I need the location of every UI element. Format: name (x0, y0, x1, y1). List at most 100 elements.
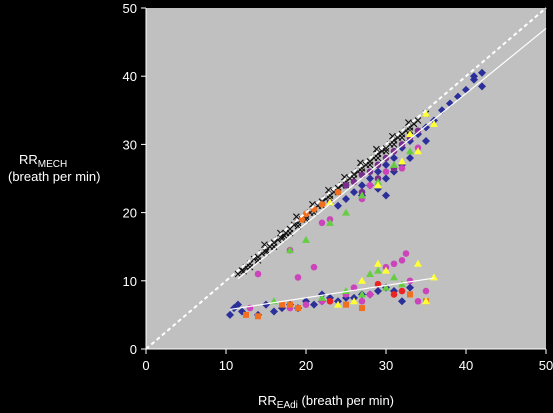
data-point (374, 266, 382, 274)
data-point (325, 186, 332, 194)
data-point (255, 313, 261, 320)
axes-layer: 0 10 20 30 40 50 0 10 20 30 40 50 (123, 1, 553, 373)
data-point (334, 300, 342, 308)
y-axis-unit: (breath per min) (8, 169, 100, 184)
data-point (398, 280, 406, 288)
regression-line (229, 277, 435, 311)
x-tick-label: 20 (299, 358, 313, 373)
data-point (359, 305, 365, 312)
data-point (295, 305, 301, 312)
data-point (406, 154, 414, 163)
y-tick-label: 10 (123, 274, 137, 289)
data-point (279, 301, 285, 308)
y-tick-label: 50 (123, 1, 137, 16)
data-point (366, 182, 374, 189)
x-axis-title-subscript: EAdi (277, 400, 298, 411)
data-point (286, 246, 294, 254)
data-point (398, 157, 406, 165)
data-point (234, 300, 242, 309)
x-tick-label: 0 (142, 358, 149, 373)
y-tick-label: 40 (123, 69, 137, 84)
data-point (277, 229, 284, 237)
data-point (398, 134, 406, 141)
data-point (318, 293, 326, 301)
data-point (478, 68, 486, 77)
data-point (358, 191, 366, 199)
data-point (334, 201, 342, 210)
marks-layer (226, 68, 486, 320)
data-point (226, 310, 234, 319)
data-point (254, 256, 262, 264)
data-point (390, 154, 398, 163)
data-point (374, 167, 382, 176)
data-point (422, 297, 430, 305)
data-point (390, 273, 398, 281)
data-point (374, 154, 382, 162)
data-point (270, 307, 278, 316)
data-point (243, 311, 249, 318)
data-point (414, 297, 422, 305)
data-point (254, 270, 262, 278)
data-point (374, 259, 382, 267)
data-point (382, 168, 390, 175)
data-point (398, 164, 406, 172)
data-point (406, 130, 414, 138)
data-point (422, 109, 430, 117)
data-point (261, 241, 268, 249)
data-point (358, 290, 366, 298)
data-point (302, 301, 310, 308)
y-axis-title-main: RR (19, 152, 38, 167)
data-point (357, 159, 364, 167)
data-point (358, 297, 366, 305)
data-point (366, 269, 374, 277)
data-point (250, 255, 258, 263)
data-point (438, 106, 446, 115)
x-axis-title: RREAdi (breath per min) (258, 393, 394, 411)
data-point (366, 291, 374, 298)
data-point (398, 257, 406, 264)
data-point (350, 297, 358, 305)
lines-layer (145, 7, 547, 350)
data-point (262, 300, 270, 309)
data-point (310, 263, 318, 271)
data-point (382, 191, 390, 200)
data-point (334, 188, 342, 196)
data-point (342, 194, 350, 203)
data-point (326, 198, 334, 206)
data-point (470, 72, 478, 81)
regression-line (237, 27, 547, 280)
y-tick-label: 0 (130, 342, 137, 357)
data-point (246, 263, 254, 271)
data-point (382, 147, 390, 155)
data-point (343, 301, 349, 308)
x-tick-label: 50 (539, 358, 553, 373)
data-point (310, 300, 318, 309)
x-axis-title-main: RR (258, 393, 277, 408)
data-point (318, 201, 326, 208)
data-point (398, 287, 406, 295)
y-tick-label: 20 (123, 206, 137, 221)
data-point (406, 277, 414, 285)
data-point (422, 123, 430, 132)
data-point (390, 291, 398, 298)
data-point (430, 119, 438, 127)
data-point (326, 297, 334, 305)
data-point (478, 82, 486, 91)
data-point (402, 250, 410, 257)
data-point (414, 127, 422, 135)
data-point (294, 274, 302, 281)
data-point (390, 141, 398, 148)
data-point (366, 174, 374, 183)
x-tick-label: 30 (379, 358, 393, 373)
data-point (398, 297, 406, 306)
data-point (414, 117, 422, 124)
data-point (382, 266, 390, 274)
x-axis-title-unit: (breath per min) (298, 393, 394, 408)
data-point (318, 219, 326, 227)
data-point (270, 243, 278, 251)
data-point (406, 147, 414, 155)
x-tick-label: 40 (459, 358, 473, 373)
data-point (422, 136, 430, 145)
data-point (287, 301, 293, 308)
